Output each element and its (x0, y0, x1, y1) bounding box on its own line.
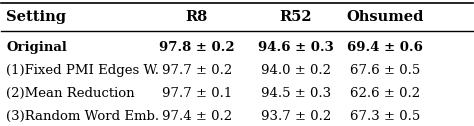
Text: 97.4 ± 0.2: 97.4 ± 0.2 (162, 110, 232, 123)
Text: 94.0 ± 0.2: 94.0 ± 0.2 (261, 64, 331, 77)
Text: R52: R52 (280, 10, 312, 24)
Text: 97.7 ± 0.2: 97.7 ± 0.2 (162, 64, 232, 77)
Text: 93.7 ± 0.2: 93.7 ± 0.2 (261, 110, 331, 123)
Text: 97.7 ± 0.1: 97.7 ± 0.1 (162, 87, 232, 100)
Text: Original: Original (6, 41, 67, 54)
Text: (3)Random Word Emb.: (3)Random Word Emb. (6, 110, 159, 123)
Text: 94.5 ± 0.3: 94.5 ± 0.3 (261, 87, 331, 100)
Text: 69.4 ± 0.6: 69.4 ± 0.6 (347, 41, 423, 54)
Text: Ohsumed: Ohsumed (347, 10, 424, 24)
Text: 62.6 ± 0.2: 62.6 ± 0.2 (350, 87, 420, 100)
Text: (1)Fixed PMI Edges W.: (1)Fixed PMI Edges W. (6, 64, 159, 77)
Text: 94.6 ± 0.3: 94.6 ± 0.3 (258, 41, 334, 54)
Text: Setting: Setting (6, 10, 66, 24)
Text: (2)Mean Reduction: (2)Mean Reduction (6, 87, 135, 100)
Text: 97.8 ± 0.2: 97.8 ± 0.2 (159, 41, 235, 54)
Text: R8: R8 (186, 10, 208, 24)
Text: 67.3 ± 0.5: 67.3 ± 0.5 (350, 110, 420, 123)
Text: 67.6 ± 0.5: 67.6 ± 0.5 (350, 64, 420, 77)
